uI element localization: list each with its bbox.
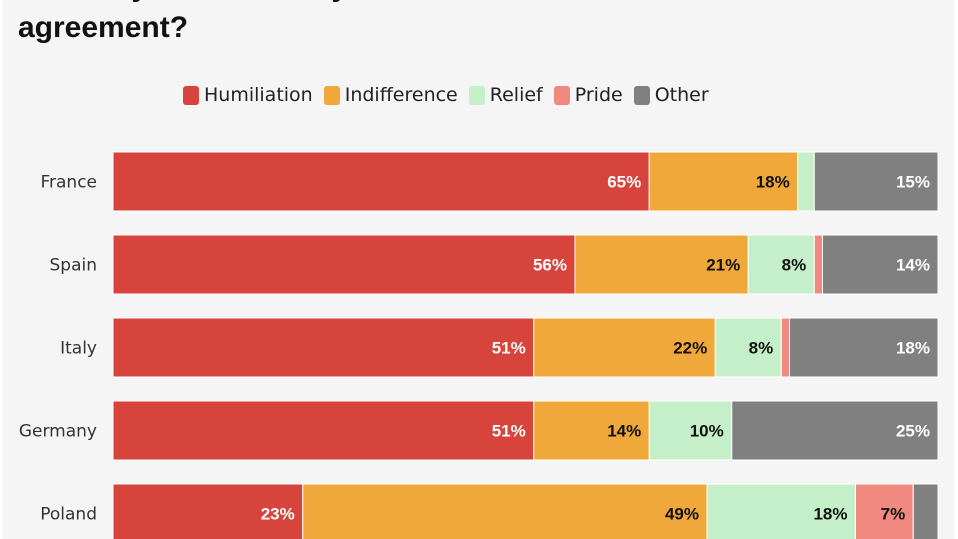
- bar-segment-france-indifference: [648, 151, 799, 212]
- data-label-italy-humiliation: 51%: [492, 339, 526, 358]
- data-label-spain-other: 14%: [896, 256, 930, 275]
- data-label-poland-indifference: 49%: [665, 505, 699, 524]
- legend-item-humiliation: Humiliation: [183, 84, 313, 106]
- bar-segment-italy-relief: [714, 317, 782, 378]
- data-label-germany-indifference: 14%: [607, 422, 641, 441]
- legend-item-relief: Relief: [468, 84, 543, 106]
- bar-segment-poland-other: [912, 483, 939, 539]
- data-label-germany-relief: 10%: [690, 422, 724, 441]
- data-label-france-humiliation: 65%: [607, 173, 641, 192]
- data-label-poland-humiliation: 23%: [261, 505, 295, 524]
- bar-segment-spain-humiliation: [112, 234, 576, 295]
- bar-segment-spain-other: [822, 234, 939, 295]
- legend-label: Other: [654, 84, 709, 106]
- bar-segment-france-other: [813, 151, 939, 212]
- data-label-germany-humiliation: 51%: [492, 422, 526, 441]
- data-label-spain-indifference: 21%: [706, 256, 740, 275]
- data-label-italy-relief: 8%: [749, 339, 774, 358]
- data-label-poland-relief: 18%: [813, 505, 847, 524]
- bar-segment-france-humiliation: [112, 151, 650, 212]
- legend-swatch: [183, 85, 199, 105]
- bar-segment-poland-relief: [706, 483, 856, 539]
- legend-item-pride: Pride: [553, 84, 623, 106]
- bar-segment-germany-other: [731, 400, 939, 461]
- bar-segment-spain-pride: [813, 234, 823, 295]
- legend-item-indifference: Indifference: [323, 84, 458, 106]
- data-label-italy-indifference: 22%: [673, 339, 707, 358]
- category-label-germany: Germany: [19, 422, 97, 442]
- legend-label: Indifference: [344, 84, 458, 106]
- bar-segment-germany-humiliation: [112, 400, 535, 461]
- legend-swatch: [633, 85, 650, 105]
- bar-segment-poland-pride: [855, 483, 914, 539]
- legend-label: Relief: [489, 84, 543, 106]
- bar-segment-germany-indifference: [533, 400, 650, 461]
- data-label-poland-pride: 7%: [881, 505, 906, 524]
- bar-segment-france-relief: [797, 151, 815, 212]
- data-label-italy-other: 18%: [896, 339, 930, 358]
- category-label-france: France: [40, 173, 97, 193]
- category-label-poland: Poland: [40, 505, 97, 525]
- data-label-germany-other: 25%: [896, 422, 930, 441]
- data-label-france-other: 15%: [896, 173, 930, 192]
- legend-item-other: Other: [633, 84, 709, 106]
- category-label-italy: Italy: [60, 339, 97, 359]
- chart-title: to what you felt when you learned about …: [18, 0, 651, 44]
- legend-swatch: [323, 85, 340, 105]
- bar-segment-italy-humiliation: [112, 317, 535, 378]
- data-label-france-indifference: 18%: [756, 173, 790, 192]
- bar-segment-poland-indifference: [302, 483, 708, 539]
- legend-swatch: [468, 85, 485, 105]
- data-label-spain-humiliation: 56%: [533, 256, 567, 275]
- category-label-spain: Spain: [50, 256, 98, 276]
- legend-label: Pride: [574, 84, 623, 106]
- bar-segment-spain-relief: [747, 234, 815, 295]
- legend-label: Humiliation: [204, 84, 313, 106]
- bar-segment-italy-pride: [780, 317, 790, 378]
- data-label-spain-relief: 8%: [782, 256, 807, 275]
- bar-segment-italy-other: [789, 317, 939, 378]
- legend-swatch: [553, 85, 570, 105]
- chart-legend: Humiliation Indifference Relief Pride Other: [183, 84, 720, 106]
- bar-segment-italy-indifference: [533, 317, 716, 378]
